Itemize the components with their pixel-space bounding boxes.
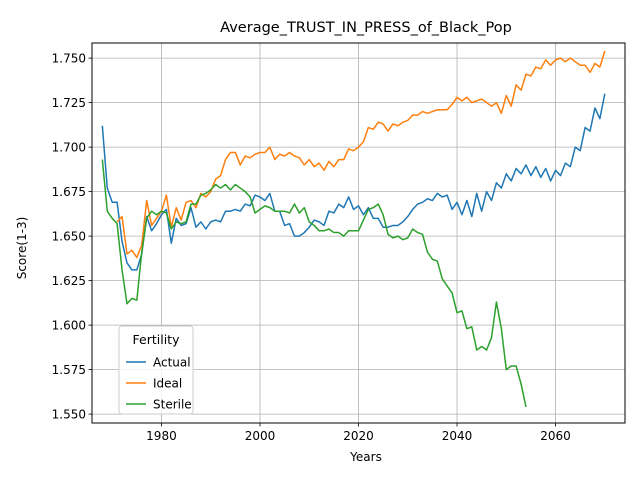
y-tick-label: 1.625 — [52, 274, 86, 288]
x-tick-label: 2040 — [442, 429, 473, 443]
y-tick-label: 1.750 — [52, 51, 86, 65]
x-tick-label: 2020 — [343, 429, 374, 443]
y-tick-label: 1.650 — [52, 229, 86, 243]
y-tick-label: 1.600 — [52, 318, 86, 332]
x-tick-label: 2000 — [245, 429, 276, 443]
x-tick-label: 1980 — [146, 429, 177, 443]
y-axis: 1.550 1.575 1.600 1.625 1.650 1.675 1.700 1.725… — [52, 51, 92, 421]
y-axis-label: Score(1-3) — [15, 217, 29, 280]
chart-title: Average_TRUST_IN_PRESS_of_Black_Pop — [220, 20, 512, 36]
x-tick-label: 2060 — [540, 429, 571, 443]
series-line-sterile — [101, 159, 527, 408]
y-tick-label: 1.675 — [52, 185, 86, 199]
legend-label-actual: Actual — [153, 355, 191, 369]
legend: Fertility Actual Ideal Sterile — [118, 325, 194, 415]
legend-box — [118, 325, 194, 415]
legend-title: Fertility — [133, 332, 181, 347]
series-lines — [101, 50, 606, 408]
legend-label-sterile: Sterile — [153, 397, 192, 411]
legend-label-ideal: Ideal — [153, 376, 182, 390]
y-tick-label: 1.550 — [52, 407, 86, 421]
series-line-actual — [101, 93, 606, 271]
x-axis: 1980 2000 2020 2040 2060 — [146, 423, 571, 443]
y-tick-label: 1.700 — [52, 140, 86, 154]
x-axis-label: Years — [349, 450, 382, 464]
y-tick-label: 1.725 — [52, 96, 86, 110]
y-tick-label: 1.575 — [52, 363, 86, 377]
